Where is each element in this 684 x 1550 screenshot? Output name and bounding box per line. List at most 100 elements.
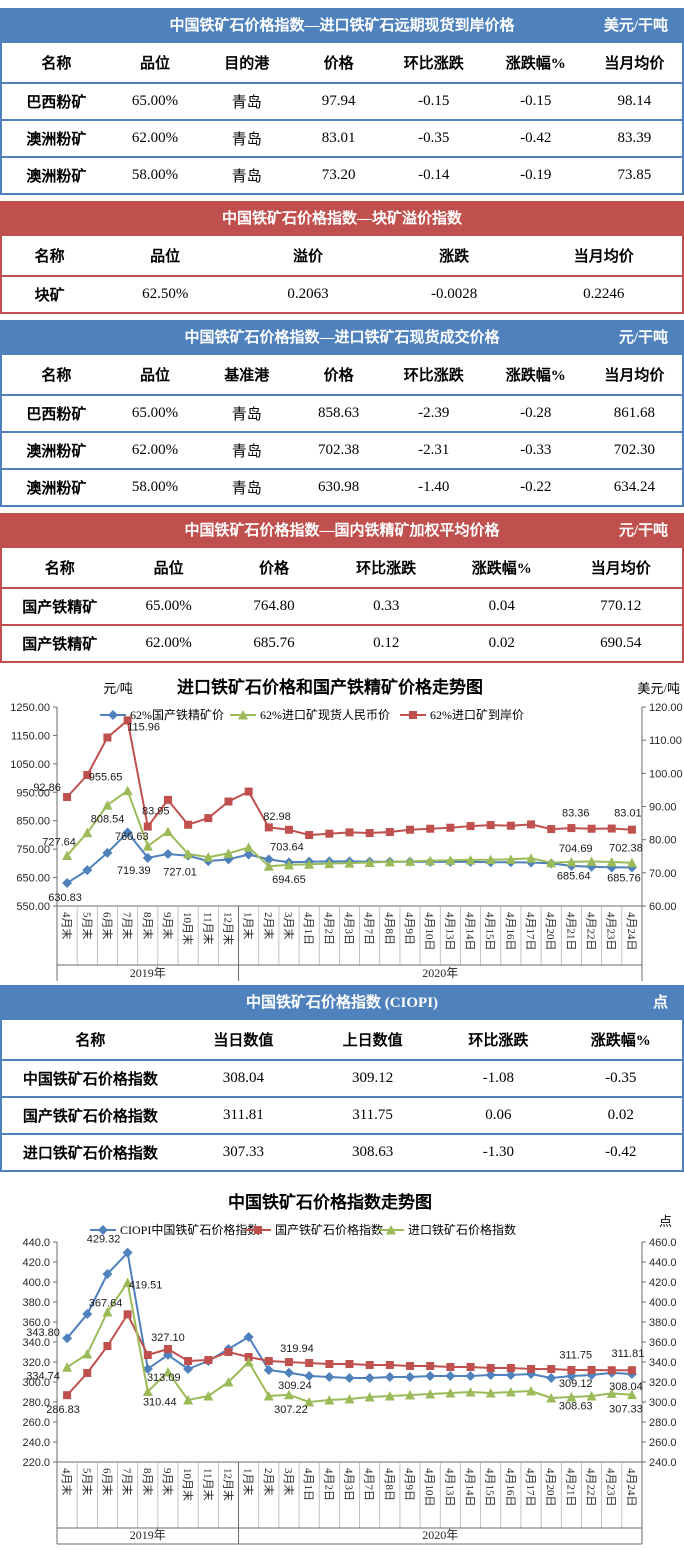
triangle-marker [203,1391,214,1401]
value-cell: 62.00% [145,635,192,651]
column-header: 涨跌幅% [471,561,532,577]
table-unit-label: 美元/干吨 [603,18,668,34]
square-marker [103,733,112,742]
chart-ciopi-index-trend: 中国铁矿石价格指数走势图点 220.0 240.0 260.0 280.0 300.0 32… [0,1178,684,1546]
diamond-marker [425,1371,436,1381]
x-axis-label: 2月末 [262,1468,276,1496]
value-cell: 青岛 [231,407,262,423]
diamond-marker [445,1371,456,1381]
row-name-cell: 澳洲粉矿 [26,481,87,497]
triangle-marker [526,1386,537,1396]
triangle-marker [344,858,355,868]
right-axis-tick-label: 240.0 [649,1457,677,1469]
diamond-marker [384,1372,395,1382]
value-cell: -0.28 [520,405,552,421]
triangle-marker [243,1357,254,1367]
square-marker [486,821,495,830]
value-cell: 770.12 [600,598,642,614]
square-marker [627,825,636,834]
table-slot-import-spot: 中国铁矿石价格指数—进口铁矿石现货成交价格 元/干吨 名称 品位 基准港 价格 环比涨跌 涨跌… [0,320,684,507]
triangle-marker [183,1395,194,1405]
table-header-bar: 中国铁矿石价格指数 (CIOPI) 点 [2,987,682,1020]
table-title: 中国铁矿石价格指数—国内铁精矿加权平均价格 [184,523,500,539]
square-marker [143,822,152,831]
x-axis-label: 4月末 [60,1468,74,1496]
value-cell: 308.04 [222,1070,265,1086]
x-axis-label: 4月23日 [605,1468,617,1507]
diamond-marker [243,1332,254,1342]
data-point-label: 334.74 [26,1370,60,1382]
square-marker [486,1364,495,1372]
column-header: 涨跌 [439,249,470,265]
right-axis-tick-label: 320.0 [649,1377,677,1389]
x-axis-label: 4月20日 [544,1468,556,1507]
square-marker [305,1359,314,1367]
square-marker [63,1391,72,1400]
value-cell: 83.01 [321,130,356,146]
triangle-marker [405,856,416,866]
square-marker [345,1360,354,1368]
square-marker [426,1362,435,1370]
column-header: 价格 [258,561,289,577]
value-cell: 65.00% [131,405,179,421]
value-cell: 0.2063 [287,286,329,302]
series-markers [63,1310,636,1400]
left-axis-tick-label: 240.0 [22,1437,50,1449]
x-axis-label: 12月末 [221,1468,235,1501]
table-row: 进口铁矿石价格指数 307.33 308.63 -1.30 -0.42 [2,1134,682,1170]
left-axis-tick-label: 360.0 [22,1317,50,1329]
column-header: 品位 [139,368,170,384]
legend-label: 62%进口矿现货人民币价 [260,707,390,722]
triangle-marker [223,1377,234,1387]
x-axis-label: 12月末 [221,912,235,945]
table-row: 国产铁矿石价格指数 311.81 311.75 0.06 0.02 [2,1097,682,1134]
left-axis-tick-label: 1150.00 [11,730,50,742]
square-marker [325,829,334,838]
table-row: 巴西粉矿 65.00% 青岛 858.63 -2.39 -0.28 861.68 [2,395,682,432]
triangle-marker [626,1389,637,1400]
x-axis-label: 4月15日 [484,912,496,951]
table-title: 中国铁矿石价格指数—进口铁矿石现货成交价格 [184,330,500,346]
x-axis-label: 4月17日 [524,1468,536,1507]
x-axis-label: 4月16日 [504,912,516,951]
value-cell: 685.76 [253,635,295,651]
data-point-label: 367.64 [89,1297,123,1309]
value-cell: 98.14 [617,93,652,109]
triangle-marker [82,1349,93,1359]
table-row: 澳洲粉矿 62.00% 青岛 83.01 -0.35 -0.42 83.39 [2,120,682,157]
left-axis-tick-label: 280.0 [22,1397,50,1409]
data-point-label: 429.32 [87,1234,121,1246]
data-point-label: 685.64 [557,870,591,882]
data-point-label: 83.95 [142,806,170,818]
x-axis-label: 4月21日 [564,1468,576,1507]
column-header: 溢价 [292,249,323,265]
table-slot-domestic-concentrate: 中国铁矿石价格指数—国内铁精矿加权平均价格 元/干吨 名称 品位 价格 环比涨跌 涨跌幅% 当… [0,513,684,663]
triangle-marker [626,857,637,868]
triangle-marker [384,1391,395,1401]
x-axis-label: 4月10日 [423,1468,435,1507]
data-point-label: 694.65 [272,874,306,886]
triangle-marker [505,1387,516,1397]
diamond-marker [606,862,617,873]
square-marker [224,1348,233,1356]
table-header-bar: 中国铁矿石价格指数—块矿溢价指数 [2,203,682,236]
value-cell: -0.14 [418,167,450,183]
left-axis-tick-label: 300.0 [22,1377,50,1389]
diamond-marker [98,1225,108,1235]
column-header: 名称 [44,561,75,577]
diamond-marker [62,878,73,889]
value-cell: 0.02 [488,635,515,651]
value-cell: 83.39 [617,130,652,146]
series-markers [62,785,637,871]
table-row: 国产铁精矿 65.00% 764.80 0.33 0.04 770.12 [2,588,682,625]
column-header: 涨跌幅% [505,368,566,384]
row-name-cell: 澳洲粉矿 [26,444,87,460]
legend-label: 国产铁矿石价格指数 [275,1222,383,1237]
triangle-marker [62,850,73,860]
square-marker [406,825,415,834]
square-marker [627,1366,636,1375]
x-axis-label: 4月8日 [383,912,395,945]
value-cell: 702.30 [613,442,655,458]
data-point-label: 419.51 [129,1279,163,1291]
value-cell: 311.81 [223,1107,264,1123]
